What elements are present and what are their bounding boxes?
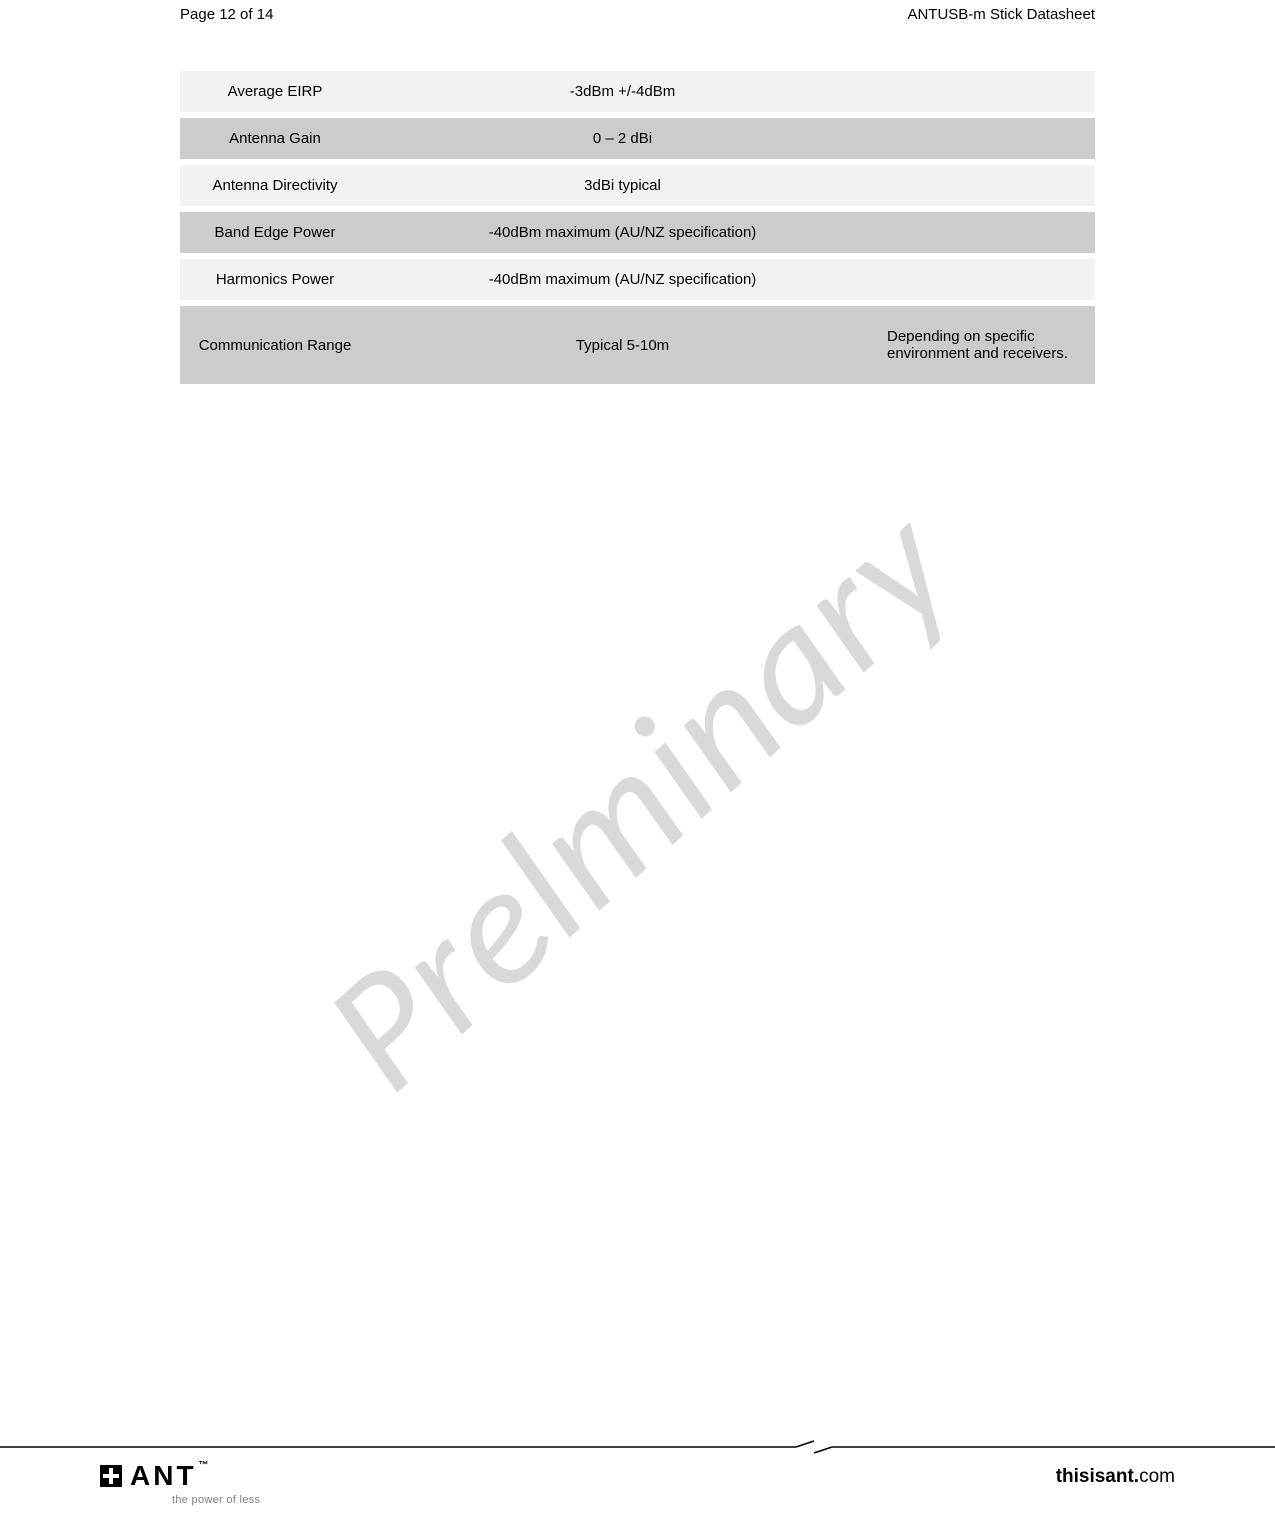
param-cell: Average EIRP <box>180 71 370 112</box>
param-cell: Antenna Directivity <box>180 165 370 206</box>
page-number-label: Page 12 of 14 <box>180 6 273 23</box>
param-cell: Communication Range <box>180 306 370 384</box>
param-cell: Harmonics Power <box>180 259 370 300</box>
logo-text-value: ANT <box>130 1460 197 1491</box>
site-url-bold: thisisant. <box>1056 1466 1139 1487</box>
table-row: Band Edge Power -40dBm maximum (AU/NZ sp… <box>180 212 1095 253</box>
table-row: Antenna Gain 0 – 2 dBi <box>180 118 1095 159</box>
param-cell: Antenna Gain <box>180 118 370 159</box>
table-row: Antenna Directivity 3dBi typical <box>180 165 1095 206</box>
value-cell: -3dBm +/-4dBm <box>370 71 875 112</box>
value-cell: 3dBi typical <box>370 165 875 206</box>
note-cell <box>875 212 1095 253</box>
value-cell: Typical 5-10m <box>370 306 875 384</box>
specification-table: Average EIRP -3dBm +/-4dBm Antenna Gain … <box>180 65 1095 390</box>
table-row: Communication Range Typical 5-10m Depend… <box>180 306 1095 384</box>
document-title: ANTUSB-m Stick Datasheet <box>907 6 1095 23</box>
logo-row: ANT™ <box>100 1460 212 1492</box>
specification-table-body: Average EIRP -3dBm +/-4dBm Antenna Gain … <box>180 71 1095 384</box>
table-row: Average EIRP -3dBm +/-4dBm <box>180 71 1095 112</box>
note-cell <box>875 259 1095 300</box>
page-header: Page 12 of 14 ANTUSB-m Stick Datasheet <box>0 6 1275 23</box>
table-row: Harmonics Power -40dBm maximum (AU/NZ sp… <box>180 259 1095 300</box>
page-footer: ANT™ the power of less thisisant.com <box>0 1440 1275 1535</box>
site-url: thisisant.com <box>1056 1466 1175 1488</box>
watermark-text: Prelminary <box>282 463 993 1133</box>
logo-block: ANT™ the power of less <box>100 1460 260 1506</box>
value-cell: 0 – 2 dBi <box>370 118 875 159</box>
note-cell: Depending on specific environment and re… <box>875 306 1095 384</box>
note-cell <box>875 71 1095 112</box>
page: Prelminary Page 12 of 14 ANTUSB-m Stick … <box>0 0 1275 1535</box>
value-cell: -40dBm maximum (AU/NZ specification) <box>370 212 875 253</box>
note-cell <box>875 118 1095 159</box>
note-cell <box>875 165 1095 206</box>
site-url-rest: com <box>1139 1466 1175 1487</box>
param-cell: Band Edge Power <box>180 212 370 253</box>
logo-text: ANT™ <box>130 1460 212 1492</box>
plus-icon <box>100 1465 122 1487</box>
logo-tagline: the power of less <box>172 1494 260 1506</box>
value-cell: -40dBm maximum (AU/NZ specification) <box>370 259 875 300</box>
trademark-icon: ™ <box>199 1460 212 1471</box>
